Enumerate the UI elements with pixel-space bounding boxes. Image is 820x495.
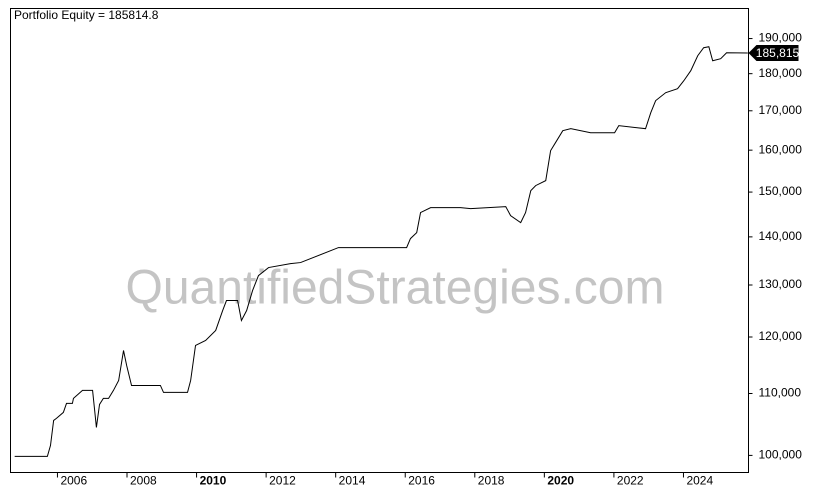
equity-line bbox=[14, 46, 748, 457]
y-tick-label: 120,000 bbox=[759, 329, 803, 343]
watermark: QuantifiedStrategies.com bbox=[126, 262, 665, 315]
chart-title: Portfolio Equity = 185814.8 bbox=[14, 8, 159, 22]
last-value-label: 185,815 bbox=[756, 46, 800, 60]
y-tick-label: 190,000 bbox=[759, 31, 803, 45]
x-tick-label: 2010 bbox=[200, 474, 227, 488]
y-tick-label: 170,000 bbox=[759, 103, 803, 117]
x-tick-label: 2012 bbox=[269, 474, 296, 488]
y-tick-label: 180,000 bbox=[759, 66, 803, 80]
y-tick-label: 150,000 bbox=[759, 184, 803, 198]
x-tick-label: 2008 bbox=[130, 474, 157, 488]
plot-frame bbox=[10, 8, 749, 473]
y-tick-label: 100,000 bbox=[759, 448, 803, 462]
y-tick-label: 130,000 bbox=[759, 277, 803, 291]
x-tick-label: 2018 bbox=[478, 474, 505, 488]
y-tick-label: 110,000 bbox=[759, 386, 802, 400]
x-tick-label: 2020 bbox=[547, 474, 574, 488]
x-tick-label: 2014 bbox=[339, 474, 366, 488]
x-tick-label: 2022 bbox=[617, 474, 644, 488]
y-tick-label: 160,000 bbox=[759, 142, 803, 156]
x-tick-label: 2006 bbox=[60, 474, 87, 488]
x-tick-label: 2016 bbox=[408, 474, 435, 488]
last-value-tag bbox=[748, 45, 799, 62]
x-tick-label: 2024 bbox=[686, 474, 713, 488]
y-tick-label: 140,000 bbox=[759, 229, 803, 243]
